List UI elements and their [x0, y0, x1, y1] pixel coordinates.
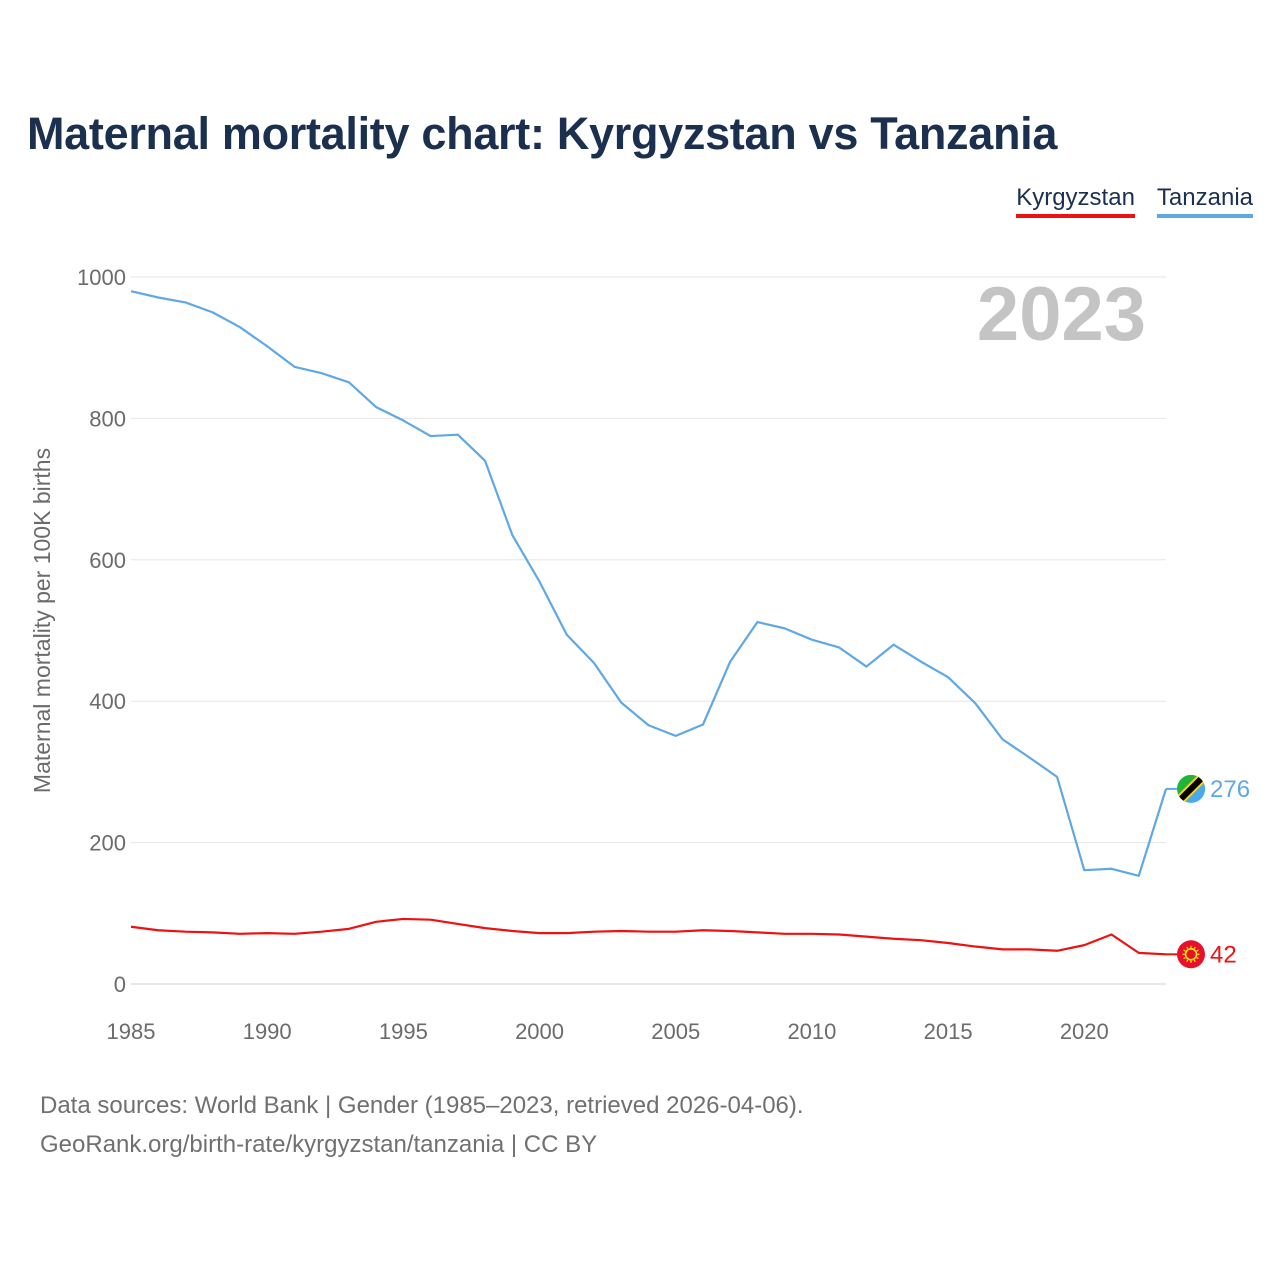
x-tick-label-1995: 1995 [379, 1019, 428, 1044]
flag-body [1177, 774, 1205, 803]
series-line-tanzania [130, 290, 1168, 877]
chart-title: Maternal mortality chart: Kyrgyzstan vs … [27, 108, 1058, 159]
y-tick-label-400: 400 [89, 689, 126, 714]
x-tick-label-2005: 2005 [651, 1019, 700, 1044]
tanzania-flag-icon [1177, 774, 1205, 803]
year-label: 2023 [977, 272, 1146, 357]
flag-sun-ray [1196, 957, 1199, 960]
end-value-kyrgyzstan: 42 [1210, 941, 1237, 968]
kyrgyzstan-flag-icon [1177, 940, 1205, 969]
footer: Data sources: World Bank | Gender (1985–… [40, 1086, 804, 1164]
line-chart: 0 200 400 600 800 1000 1985 1990 1995 2000 2005 201… [29, 265, 1250, 1044]
flag-sun-ray [1196, 949, 1199, 952]
end-value-tanzania: 276 [1210, 776, 1250, 803]
x-tick-label-1990: 1990 [243, 1019, 292, 1044]
legend: Kyrgyzstan Tanzania [1016, 184, 1253, 218]
flag-sun-ray [1193, 946, 1196, 949]
x-tick-label-1985: 1985 [107, 1019, 156, 1044]
y-axis-title: Maternal mortality per 100K births [29, 448, 55, 793]
flag-sun [1184, 948, 1198, 961]
source-url[interactable]: GeoRank.org/birth-rate/kyrgyzstan/tanzan… [40, 1131, 598, 1158]
y-tick-label-0: 0 [114, 972, 126, 997]
x-tick-label-2020: 2020 [1060, 1019, 1109, 1044]
y-tick-label-800: 800 [89, 406, 126, 431]
series-tanzania [130, 290, 1168, 877]
legend-item-tanzania[interactable]: Tanzania [1156, 184, 1253, 218]
y-tick-label-600: 600 [89, 548, 126, 573]
series-kyrgyzstan [130, 917, 1167, 956]
x-tick-label-2015: 2015 [924, 1019, 973, 1044]
y-tick-label-1000: 1000 [77, 265, 126, 290]
flag-sun-ray [1183, 957, 1186, 960]
flag-sun-ray [1193, 959, 1196, 962]
x-tick-label-2000: 2000 [515, 1019, 564, 1044]
flag-field [1177, 940, 1205, 969]
series-line-kyrgyzstan [130, 917, 1167, 956]
flag-sun-ray [1186, 959, 1189, 962]
flag-sun-ray [1186, 946, 1189, 949]
flag-sun-ray [1183, 949, 1186, 952]
x-tick-label-2010: 2010 [787, 1019, 836, 1044]
legend-item-kyrgyzstan[interactable]: Kyrgyzstan [1016, 184, 1135, 218]
y-tick-label-200: 200 [89, 831, 126, 856]
data-source-note: Data sources: World Bank | Gender (1985–… [40, 1092, 804, 1119]
